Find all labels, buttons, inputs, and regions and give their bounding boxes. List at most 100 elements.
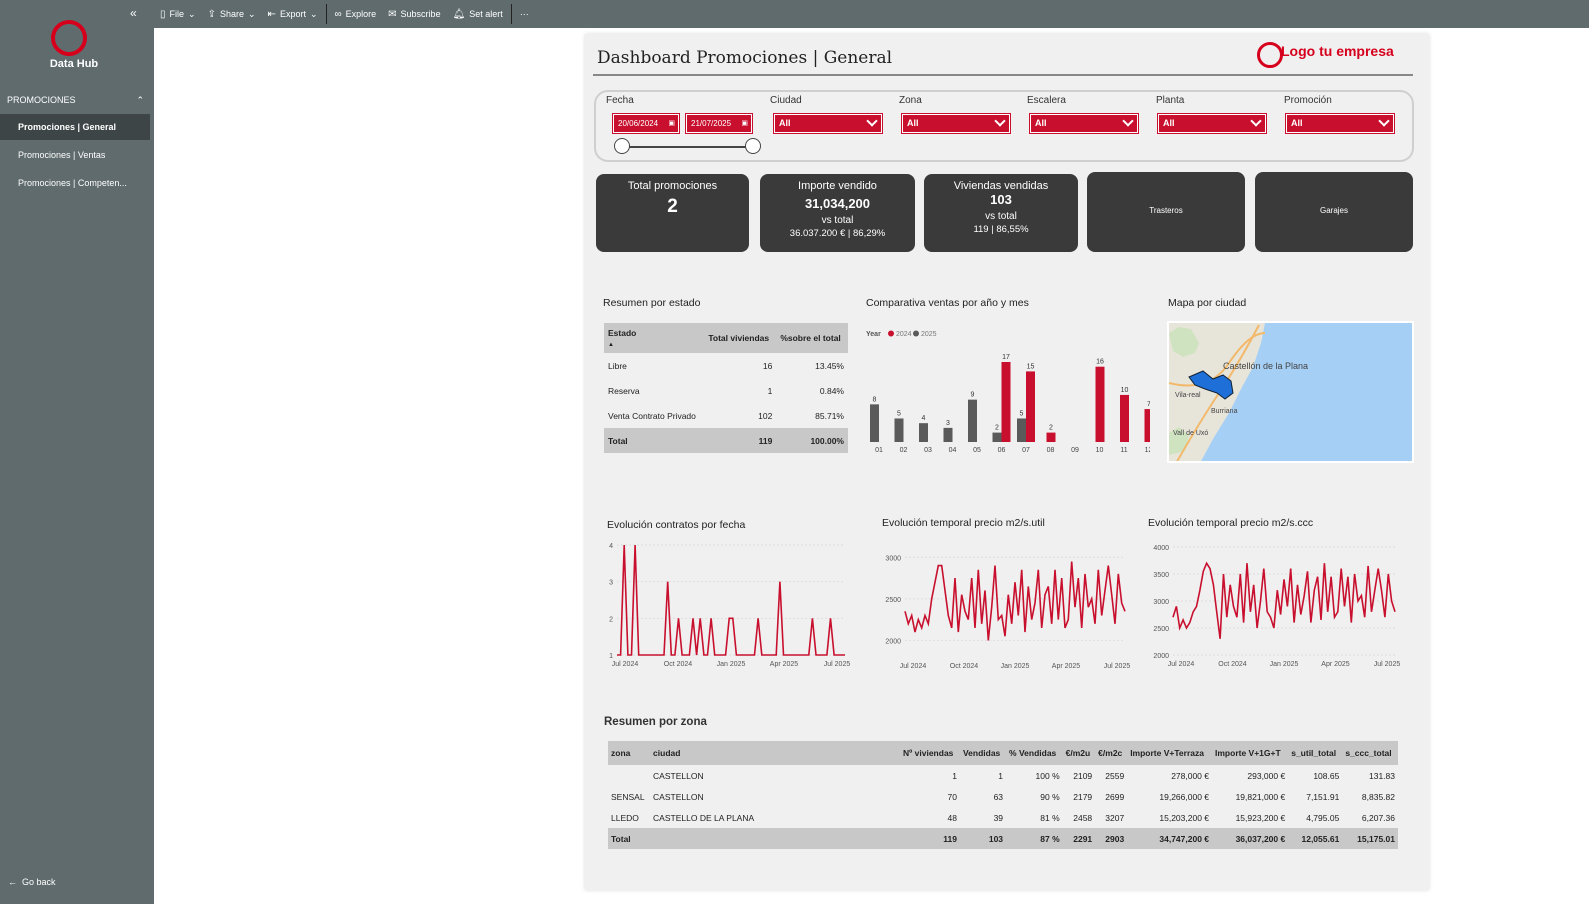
col-total-viviendas[interactable]: Total viviendas <box>704 323 777 353</box>
explore-button[interactable]: ∞ Explore <box>329 0 383 28</box>
x-tick-label: 08 <box>1047 447 1055 454</box>
ciudad-value: All <box>779 118 791 128</box>
date-from-input[interactable]: 20/06/2024 ▣ <box>612 113 680 134</box>
mapa-title: Mapa por ciudad <box>1168 297 1247 309</box>
sidebar-item-general[interactable]: Promociones | General <box>0 114 150 140</box>
col-eur-m2c[interactable]: €/m2c <box>1095 741 1128 765</box>
col-vendidas[interactable]: Vendidas <box>959 741 1007 765</box>
bar-2024 <box>1144 409 1150 442</box>
date-slider-track[interactable] <box>623 146 754 148</box>
cell: 34,747,200 € <box>1127 828 1213 849</box>
map-highlight-region[interactable] <box>1188 370 1234 400</box>
calendar-icon: ▣ <box>741 120 748 127</box>
cell: 2559 <box>1105 770 1125 781</box>
col-eur-m2u[interactable]: €/m2u <box>1062 741 1096 765</box>
table-row: Venta Contrato Privado 102 85.71% <box>604 403 848 428</box>
kpi-detail: 36.037.200 € | 86,29% <box>789 228 886 239</box>
cell: 2458 <box>1073 812 1093 823</box>
cell: 36,037,200 € <box>1212 828 1289 849</box>
chevron-down-icon <box>866 115 878 127</box>
y-tick-label: 2500 <box>1153 626 1169 633</box>
col-porcentaje[interactable]: %sobre el total <box>776 323 848 353</box>
company-logo: Logo tu empresa <box>1257 42 1394 68</box>
x-tick-label: 06 <box>998 447 1006 454</box>
col-s-util-total[interactable]: s_util_total <box>1288 741 1343 765</box>
cell: 85.71% <box>815 410 844 421</box>
planta-dropdown[interactable]: All <box>1157 113 1267 134</box>
y-tick-label: 1 <box>609 653 613 660</box>
data-label: 9 <box>971 392 975 399</box>
col-zona[interactable]: zona <box>608 741 651 765</box>
kpi-viviendas-vendidas: Viviendas vendidas 103 vs total 119 | 86… <box>924 174 1078 252</box>
promocion-dropdown[interactable]: All <box>1285 113 1395 134</box>
cell: 2291 <box>1062 828 1096 849</box>
escalera-dropdown[interactable]: All <box>1029 113 1139 134</box>
cell: 6,207.36 <box>1361 812 1395 823</box>
date-slider-end-handle[interactable] <box>745 138 761 154</box>
zona-dropdown[interactable]: All <box>901 113 1011 134</box>
cell: 103 <box>959 828 1007 849</box>
col-importe-1g-t[interactable]: Importe V+1G+T <box>1212 741 1289 765</box>
title-underline <box>593 74 1413 76</box>
x-tick-label: Jul 2024 <box>612 661 639 668</box>
cell: SENSAL <box>611 791 645 802</box>
kpi-value: 2 <box>667 196 678 217</box>
chevron-down-icon <box>1378 115 1390 127</box>
cell: 39 <box>993 812 1004 823</box>
subscribe-button[interactable]: ✉ Subscribe <box>382 0 446 28</box>
cell: Venta Contrato Privado <box>608 410 696 421</box>
col-s-ccc-total[interactable]: s_ccc_total <box>1342 741 1398 765</box>
kpi-title: Trasteros <box>1149 206 1183 215</box>
nav-section-promociones[interactable]: PROMOCIONES ⌃ <box>0 91 154 109</box>
company-logo-text: Logo tu empresa <box>1281 43 1394 59</box>
go-back-button[interactable]: ← Go back <box>8 877 56 887</box>
table-row: Reserva 1 0.84% <box>604 378 848 403</box>
export-menu[interactable]: ⇤ Export ⌄ <box>262 0 324 28</box>
cell: CASTELLON <box>653 791 704 802</box>
zona-value: All <box>907 118 919 128</box>
col-importe-terraza[interactable]: Importe V+Terraza <box>1127 741 1213 765</box>
cell: 2179 <box>1073 791 1093 802</box>
share-menu[interactable]: ⇪ Share ⌄ <box>202 0 262 28</box>
file-label: File <box>169 9 185 19</box>
ciudad-dropdown[interactable]: All <box>773 113 883 134</box>
cell: 63 <box>993 791 1004 802</box>
col-pct-vendidas[interactable]: % Vendidas <box>1006 741 1063 765</box>
report-page: Dashboard Promociones | General Logo tu … <box>585 34 1429 890</box>
y-tick-label: 2000 <box>1153 653 1169 660</box>
sidebar-item-competencia[interactable]: Promociones | Competen... <box>18 178 127 188</box>
data-label: 2 <box>1049 425 1053 432</box>
set-alert-button[interactable]: 🔔︎ Set alert <box>447 0 509 28</box>
company-logo-ring <box>1257 42 1283 68</box>
share-icon: ⇪ <box>207 8 216 20</box>
export-label: Export <box>279 9 306 19</box>
file-menu[interactable]: ▯ File ⌄ <box>154 0 202 28</box>
more-options-button[interactable]: ··· <box>519 9 529 19</box>
x-tick-label: Apr 2025 <box>1321 661 1350 668</box>
x-tick-label: 12 <box>1145 447 1150 454</box>
y-tick-label: 3500 <box>1153 572 1169 579</box>
file-icon: ▯ <box>160 8 166 20</box>
binoculars-icon: ∞ <box>334 8 342 20</box>
promocion-value: All <box>1291 118 1303 128</box>
data-hub-logo <box>51 20 87 56</box>
subscribe-icon: ✉ <box>388 8 397 20</box>
date-to-input[interactable]: 21/07/2025 ▣ <box>685 113 753 134</box>
bar-2025 <box>894 418 904 442</box>
collapse-sidebar-icon[interactable]: « <box>130 6 137 20</box>
city-map[interactable]: Castellón de la Plana Vila-real Burriana… <box>1167 321 1414 463</box>
cell: 90 % <box>1040 791 1060 802</box>
cell: CASTELLO DE LA PLANA <box>653 812 755 823</box>
cell: 81 % <box>1040 812 1060 823</box>
col-num-viviendas[interactable]: Nº viviendas <box>900 741 960 765</box>
cell: 70 <box>947 791 957 802</box>
x-tick-label: 05 <box>973 447 981 454</box>
col-ciudad[interactable]: ciudad <box>650 741 901 765</box>
y-tick-label: 2000 <box>885 638 901 645</box>
col-estado[interactable]: Estado ▲ <box>604 323 705 353</box>
kpi-vs-label: vs total <box>985 211 1017 222</box>
date-slider-start-handle[interactable] <box>614 138 630 154</box>
sidebar-item-ventas[interactable]: Promociones | Ventas <box>18 150 106 160</box>
cell: 15,175.01 <box>1342 828 1398 849</box>
table-row: CASTELLON 1 1 100 % 2109 2559 278,000 € 293,000… <box>608 765 1398 786</box>
